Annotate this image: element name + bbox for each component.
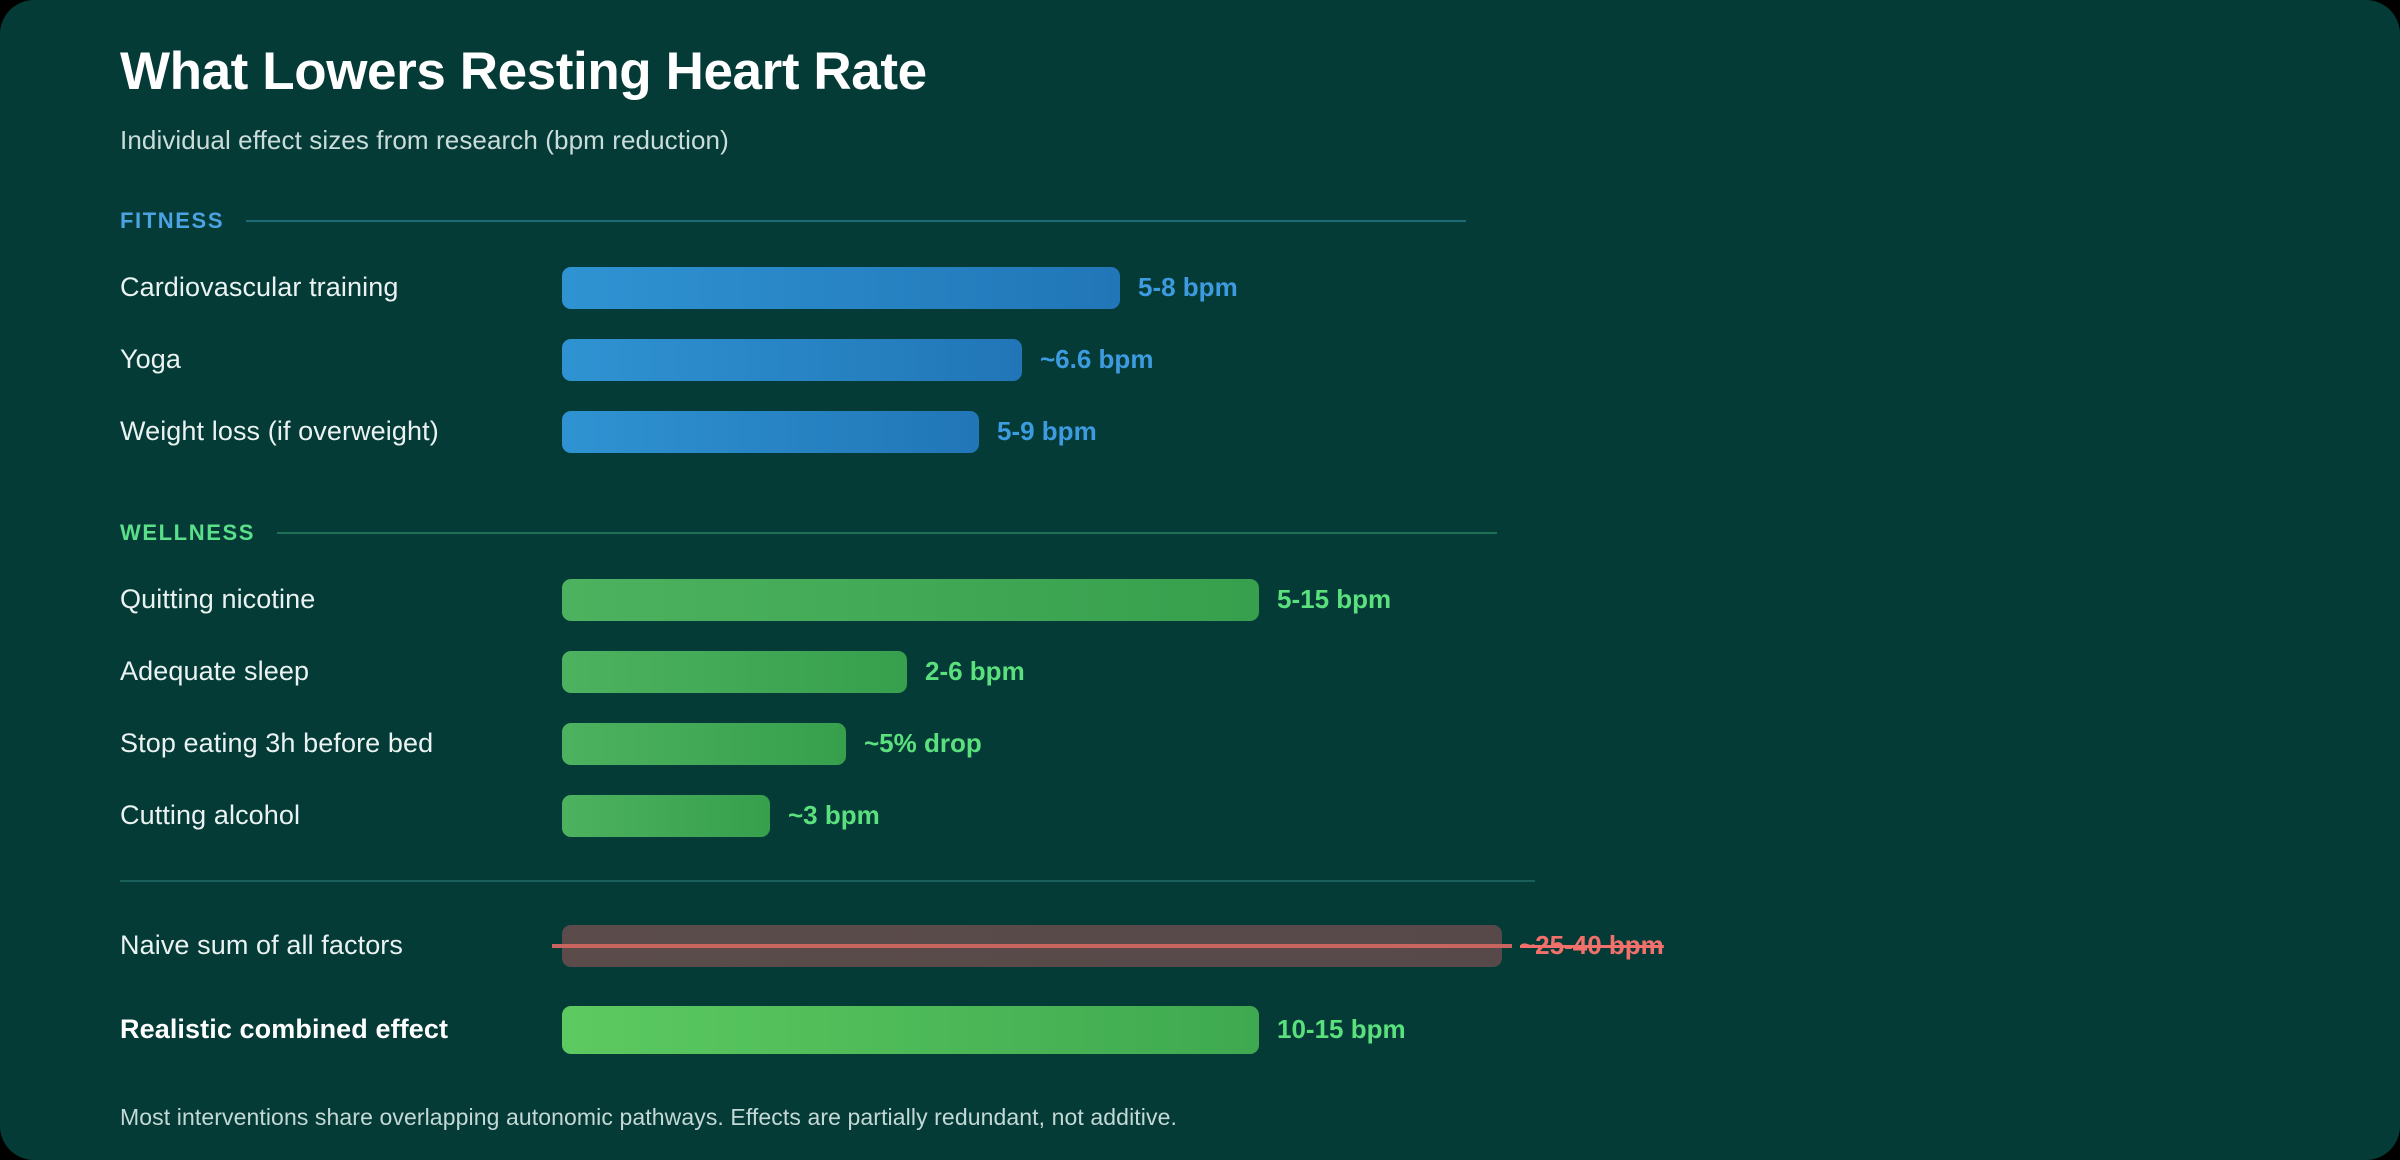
section-divider-fitness xyxy=(246,219,1467,222)
bar xyxy=(562,722,846,765)
bar xyxy=(562,578,1259,621)
bar-value-label: 5-8 bpm xyxy=(1138,272,1238,303)
page-title: What Lowers Resting Heart Rate xyxy=(120,42,927,101)
row-label: Naive sum of all factors xyxy=(120,930,403,961)
section-divider-wellness xyxy=(277,531,1498,534)
bar xyxy=(562,924,1502,967)
bar-area: 5-15 bpm xyxy=(562,578,2280,621)
chart-row: Stop eating 3h before bed ~5% drop xyxy=(120,708,2280,780)
chart-row: Yoga ~6.6 bpm xyxy=(120,324,2280,396)
bar xyxy=(562,650,907,693)
bar-value-label: 5-9 bpm xyxy=(997,416,1097,447)
bar-area: 5-9 bpm xyxy=(562,410,2280,453)
footnote: Most interventions share overlapping aut… xyxy=(120,1103,1177,1130)
bar-value-label: ~3 bpm xyxy=(788,800,880,831)
bar-area: 5-8 bpm xyxy=(562,266,2280,309)
bar-area: ~3 bpm xyxy=(562,794,2280,837)
row-label: Stop eating 3h before bed xyxy=(120,728,434,759)
row-label: Cardiovascular training xyxy=(120,272,399,303)
chart-row: Adequate sleep 2-6 bpm xyxy=(120,636,2280,708)
bar-value-label: 10-15 bpm xyxy=(1277,1014,1406,1045)
chart-row-naive-sum: Naive sum of all factors ~25-40 bpm xyxy=(120,904,2280,988)
row-label: Realistic combined effect xyxy=(120,1014,449,1045)
section-label-wellness: WELLNESS xyxy=(120,519,256,545)
bar-value-label: ~25-40 bpm xyxy=(1520,930,1664,961)
chart-row: Weight loss (if overweight) 5-9 bpm xyxy=(120,396,2280,468)
chart-row: Quitting nicotine 5-15 bpm xyxy=(120,564,2280,636)
chart-row-realistic: Realistic combined effect 10-15 bpm xyxy=(120,988,2280,1072)
page-subtitle: Individual effect sizes from research (b… xyxy=(120,124,729,155)
summary-rows: Naive sum of all factors ~25-40 bpm Real… xyxy=(120,904,2280,1072)
bar-value-label: ~6.6 bpm xyxy=(1040,344,1154,375)
row-label: Yoga xyxy=(120,344,181,375)
summary-divider xyxy=(120,879,1535,882)
chart-row: Cardiovascular training 5-8 bpm xyxy=(120,252,2280,324)
row-label: Quitting nicotine xyxy=(120,584,316,615)
fitness-rows: Cardiovascular training 5-8 bpm Yoga ~6.… xyxy=(120,252,2280,468)
bar-value-label: 2-6 bpm xyxy=(925,656,1025,687)
bar xyxy=(562,410,979,453)
bar-value-label: ~5% drop xyxy=(864,728,982,759)
chart-row: Cutting alcohol ~3 bpm xyxy=(120,780,2280,852)
bar xyxy=(562,1005,1259,1054)
wellness-rows: Quitting nicotine 5-15 bpm Adequate slee… xyxy=(120,564,2280,852)
bar-area: ~5% drop xyxy=(562,722,2280,765)
row-label: Weight loss (if overweight) xyxy=(120,416,439,447)
section-header-wellness: WELLNESS xyxy=(120,520,2280,546)
section-header-fitness: FITNESS xyxy=(120,208,2280,234)
content-container: What Lowers Resting Heart Rate Individua… xyxy=(120,30,2280,1131)
bar-value-label: 5-15 bpm xyxy=(1277,584,1392,615)
bar xyxy=(562,794,770,837)
bar-area: 2-6 bpm xyxy=(562,650,2280,693)
bar xyxy=(562,266,1120,309)
bar-area: ~25-40 bpm xyxy=(552,924,2280,967)
bar-area: 10-15 bpm xyxy=(562,1005,2280,1054)
bar xyxy=(562,338,1022,381)
row-label: Adequate sleep xyxy=(120,656,310,687)
section-label-fitness: FITNESS xyxy=(120,207,225,233)
bar-area: ~6.6 bpm xyxy=(562,338,2280,381)
row-label: Cutting alcohol xyxy=(120,800,301,831)
